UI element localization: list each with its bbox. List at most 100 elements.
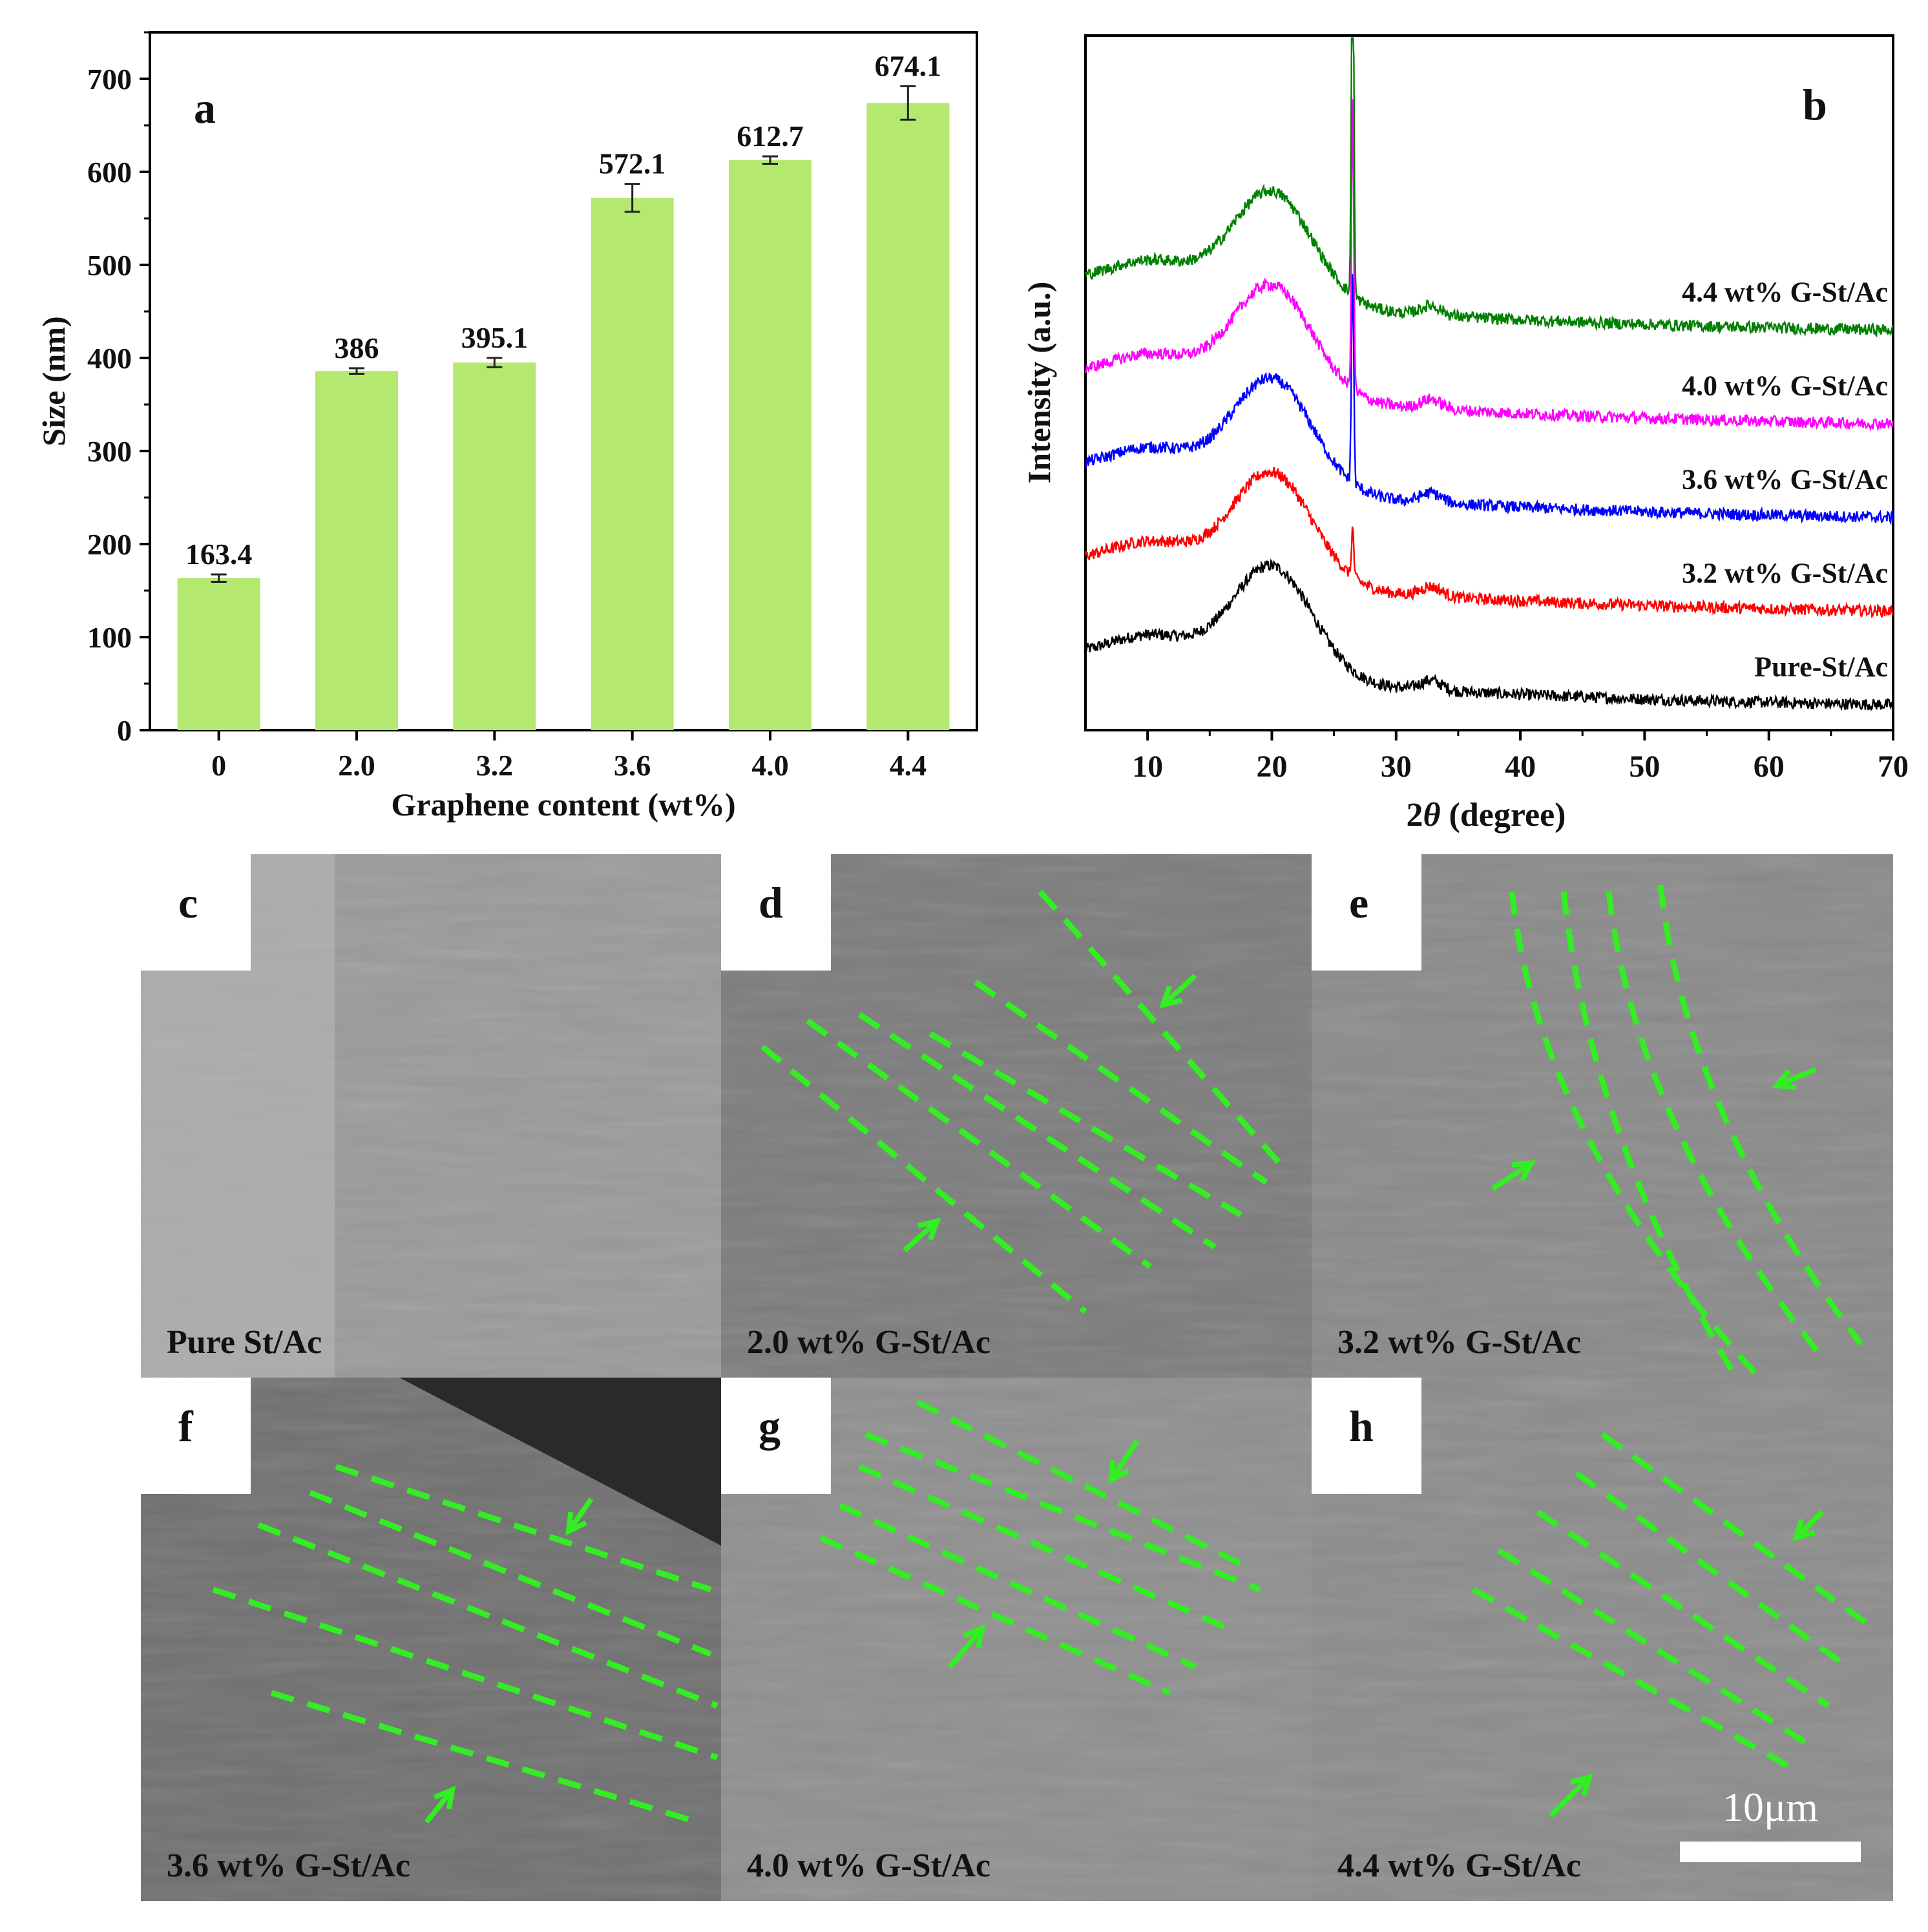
orientation-guide-line (864, 1431, 1261, 1593)
bar-value-label: 674.1 (875, 49, 942, 82)
bar-value-label: 395.1 (461, 321, 529, 354)
arrow-shaft (947, 1626, 985, 1669)
sem-panel: h 4.4 wt% G-St/Ac (1312, 1378, 1893, 1901)
orientation-guide-line (257, 1522, 718, 1709)
sem-caption: 3.2 wt% G-St/Ac (1337, 1324, 1581, 1361)
orientation-guide-line (309, 1489, 712, 1657)
bar-value-label: 572.1 (599, 147, 666, 180)
xrd-curve (1084, 274, 1894, 525)
x-tick-label: 40 (1505, 750, 1536, 784)
xrd-chart-x-axis-title: 2θ (degree) (1407, 797, 1566, 834)
x-tick-label: 10 (1132, 750, 1163, 784)
x-tick-label: 3.2 (476, 749, 514, 782)
y-tick-label: 0 (117, 714, 132, 747)
y-tick-label: 100 (87, 621, 132, 654)
orientation-guide-line (928, 1031, 1242, 1217)
arrow-shaft (424, 1788, 455, 1824)
sem-panel: e 3.2 wt% G-St/Ac (1312, 854, 1893, 1385)
bar-chart-bars: 163.4 386 395.1 572.1 612.7 674.1 (177, 49, 950, 730)
bar-value-label: 386 (335, 331, 379, 364)
x-tick-label: 2.0 (338, 749, 375, 782)
bar-chart-panel: 0 100 200 300 400 500 600 700 163.4 386 395.1 572.… (36, 31, 978, 823)
arrow-shaft (903, 1219, 939, 1252)
xrd-curve (1084, 37, 1894, 338)
orientation-guide-line (1471, 1587, 1798, 1773)
orientation-guide-line (1038, 890, 1282, 1165)
panel-label: c (178, 878, 198, 927)
arrow-head (1158, 985, 1183, 1009)
y-tick-label: 300 (87, 435, 132, 468)
xrd-chart-x-axis: 10 20 30 40 50 60 70 (1132, 730, 1909, 784)
series-label: 3.2 wt% G-St/Ac (1682, 558, 1888, 589)
panel-label-box (721, 1378, 831, 1494)
sem-panel: c Pure St/Ac (141, 854, 721, 1378)
arrow-head (1772, 1069, 1797, 1091)
orientation-guide-line (916, 1399, 1242, 1567)
x-tick-label: 4.4 (890, 749, 927, 782)
xrd-curve (1084, 558, 1894, 711)
xrd-curve (1084, 467, 1894, 618)
arrow-head (1570, 1773, 1593, 1796)
sem-caption: 4.4 wt% G-St/Ac (1337, 1847, 1581, 1884)
orientation-guide-line (974, 980, 1268, 1185)
arrow-shaft (1549, 1775, 1591, 1818)
orientation-guide-line (1536, 1509, 1830, 1708)
x-tick-label: 50 (1629, 750, 1660, 784)
scale-bar: 10μm (1680, 1784, 1861, 1862)
x-tick-label: 4.0 (751, 749, 789, 782)
y-tick-label: 500 (87, 249, 132, 282)
orientation-guide-line (1497, 1548, 1811, 1747)
arrow-head (963, 1624, 986, 1648)
panel-label-box (1312, 1378, 1421, 1494)
panel-label: h (1349, 1402, 1374, 1451)
orientation-guide-line (839, 1502, 1197, 1670)
xrd-chart-y-axis-title: Intensity (a.u.) (1021, 282, 1057, 484)
bar-chart-plot-frame (149, 31, 978, 731)
bar (729, 160, 812, 730)
panel-label: d (759, 878, 783, 927)
orientation-guide-line (858, 1464, 1229, 1632)
orientation-guide-line (212, 1586, 718, 1761)
sem-dark-region (399, 1378, 721, 1546)
arrow-shaft (1794, 1510, 1824, 1540)
bar (315, 371, 398, 730)
orientation-guide-line (1606, 891, 1825, 1359)
xrd-chart-panel: Pure-St/Ac 3.2 wt% G-St/Ac 3.6 wt% G-St/Ac… (1021, 34, 1909, 834)
sem-image-grid: c Pure St/Ac d 2.0 wt% G-St/Ac e 3.2 wt% G-St… (141, 854, 1893, 1901)
arrow-head (1511, 1160, 1536, 1182)
y-tick-label: 600 (87, 156, 132, 189)
sem-panel: f 3.6 wt% G-St/Ac (141, 1378, 721, 1901)
bar-chart-x-axis: 0 2.0 3.2 3.6 4.0 4.4 (211, 730, 927, 782)
orientation-guide-line (1657, 885, 1863, 1346)
bar-chart-y-axis: 0 100 200 300 400 500 600 700 (87, 31, 150, 747)
panel-label-box (1312, 854, 1421, 971)
scale-bar-label: 10μm (1723, 1784, 1818, 1830)
orientation-guide-line (857, 1012, 1217, 1250)
panel-label-box (141, 1378, 251, 1494)
series-label: 4.0 wt% G-St/Ac (1682, 370, 1888, 402)
panel-label-box (141, 854, 251, 971)
y-tick-label: 700 (87, 63, 132, 96)
arrow-head (917, 1217, 941, 1241)
panel-label-a: a (194, 83, 216, 132)
series-label: 4.4 wt% G-St/Ac (1682, 277, 1888, 308)
y-tick-label: 200 (87, 528, 132, 561)
x-tick-label: 3.6 (614, 749, 651, 782)
sem-caption: Pure St/Ac (167, 1324, 322, 1361)
orientation-guide-line (760, 1044, 1087, 1314)
x-tick-label: 20 (1256, 750, 1287, 784)
panel-label: g (759, 1402, 781, 1451)
orientation-guide-line (1600, 1432, 1876, 1631)
panel-label: e (1349, 878, 1368, 927)
arrow-shaft (1776, 1067, 1817, 1088)
bar (866, 103, 950, 730)
bar (591, 198, 674, 730)
arrow-shaft (1109, 1439, 1140, 1482)
arrow-shaft (1491, 1160, 1533, 1192)
sem-caption: 3.6 wt% G-St/Ac (167, 1847, 410, 1884)
xrd-curve (1084, 99, 1894, 432)
xrd-chart-curves (1084, 37, 1894, 711)
sem-caption: 4.0 wt% G-St/Ac (747, 1847, 990, 1884)
arrow-head (1108, 1460, 1130, 1484)
